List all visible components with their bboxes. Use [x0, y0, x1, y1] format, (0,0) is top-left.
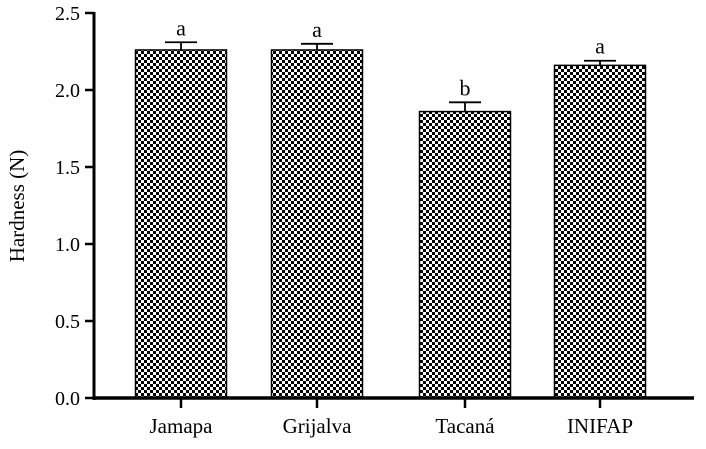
bar	[134, 49, 228, 399]
x-tick-label: Grijalva	[283, 414, 352, 438]
x-tick-label: INIFAP	[567, 414, 633, 438]
y-tick-label: 1.0	[55, 234, 80, 256]
bar	[418, 110, 512, 399]
significance-label: a	[312, 17, 322, 42]
bar	[270, 49, 364, 399]
x-tick-label: Tacaná	[435, 414, 495, 438]
significance-label: a	[176, 15, 186, 40]
y-tick-label: 2.0	[55, 80, 80, 102]
y-tick-label: 0.5	[55, 311, 80, 333]
y-tick-label: 0.0	[55, 388, 80, 410]
bar	[553, 64, 647, 399]
significance-label: a	[595, 34, 605, 59]
y-axis-label: Hardness (N)	[5, 150, 29, 263]
x-axis: Jamapa Grijalva Tacaná INIFAP	[93, 396, 694, 438]
bars-layer: a a b a	[134, 15, 647, 399]
y-tick-label: 2.5	[55, 3, 80, 25]
y-tick-label: 1.5	[55, 157, 80, 179]
x-tick-label: Jamapa	[150, 414, 214, 438]
significance-label: b	[460, 75, 471, 100]
y-axis: 0.0 0.5 1.0 1.5 2.0 2.5	[55, 3, 96, 410]
